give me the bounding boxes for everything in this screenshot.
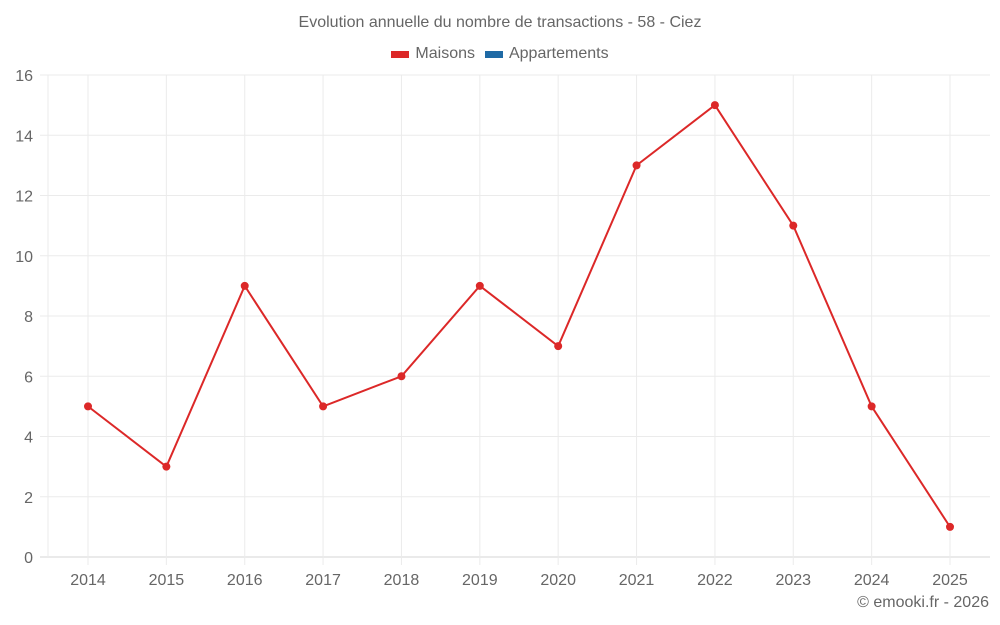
series-line-maisons [87, 103, 951, 528]
x-tick-label: 2021 [619, 572, 655, 589]
data-point[interactable] [946, 522, 954, 531]
data-point[interactable] [710, 101, 719, 110]
x-tick-label: 2015 [149, 572, 185, 589]
legend-swatch-maisons [391, 50, 410, 58]
x-tick-label: 2017 [305, 572, 341, 589]
y-tick-label: 16 [15, 68, 33, 85]
x-tick-label: 2020 [540, 572, 576, 589]
y-tick-label: 10 [15, 249, 33, 266]
legend-swatch-appartements [484, 50, 503, 58]
copyright-credit: © emooki.fr - 2026 [857, 594, 989, 611]
data-point[interactable] [84, 402, 92, 411]
legend-label-maisons: Maisons [415, 45, 475, 62]
x-tick-label: 2016 [227, 572, 263, 589]
x-tick-label: 2025 [932, 572, 968, 589]
x-tick-label: 2014 [70, 572, 106, 589]
data-point[interactable] [632, 161, 641, 170]
y-tick-label: 6 [24, 369, 33, 386]
legend-label-appartements: Appartements [508, 45, 609, 62]
y-tick-label: 14 [15, 128, 33, 145]
y-tick-label: 8 [24, 309, 33, 326]
data-point[interactable] [240, 281, 249, 290]
x-tick-label: 2023 [775, 572, 811, 589]
x-tick-label: 2024 [854, 572, 890, 589]
x-tick-label: 2019 [462, 572, 498, 589]
data-point[interactable] [397, 372, 406, 381]
data-point[interactable] [789, 221, 798, 230]
legend-item-appartements[interactable]: Appartements [484, 45, 609, 63]
data-point[interactable] [319, 402, 328, 411]
x-tick-label: 2022 [697, 572, 733, 589]
chart-title: Evolution annuelle du nombre de transact… [298, 14, 702, 31]
y-tick-label: 12 [15, 189, 33, 206]
data-point[interactable] [475, 281, 484, 290]
data-point[interactable] [867, 402, 876, 411]
y-tick-label: 0 [24, 550, 33, 567]
data-point[interactable] [554, 342, 563, 351]
data-point[interactable] [162, 462, 171, 471]
y-tick-label: 4 [24, 430, 33, 447]
legend-item-maisons[interactable]: Maisons [391, 45, 475, 63]
x-tick-label: 2018 [384, 572, 420, 589]
y-tick-label: 2 [24, 490, 33, 507]
chart-legend: Maisons Appartements [0, 45, 1000, 63]
